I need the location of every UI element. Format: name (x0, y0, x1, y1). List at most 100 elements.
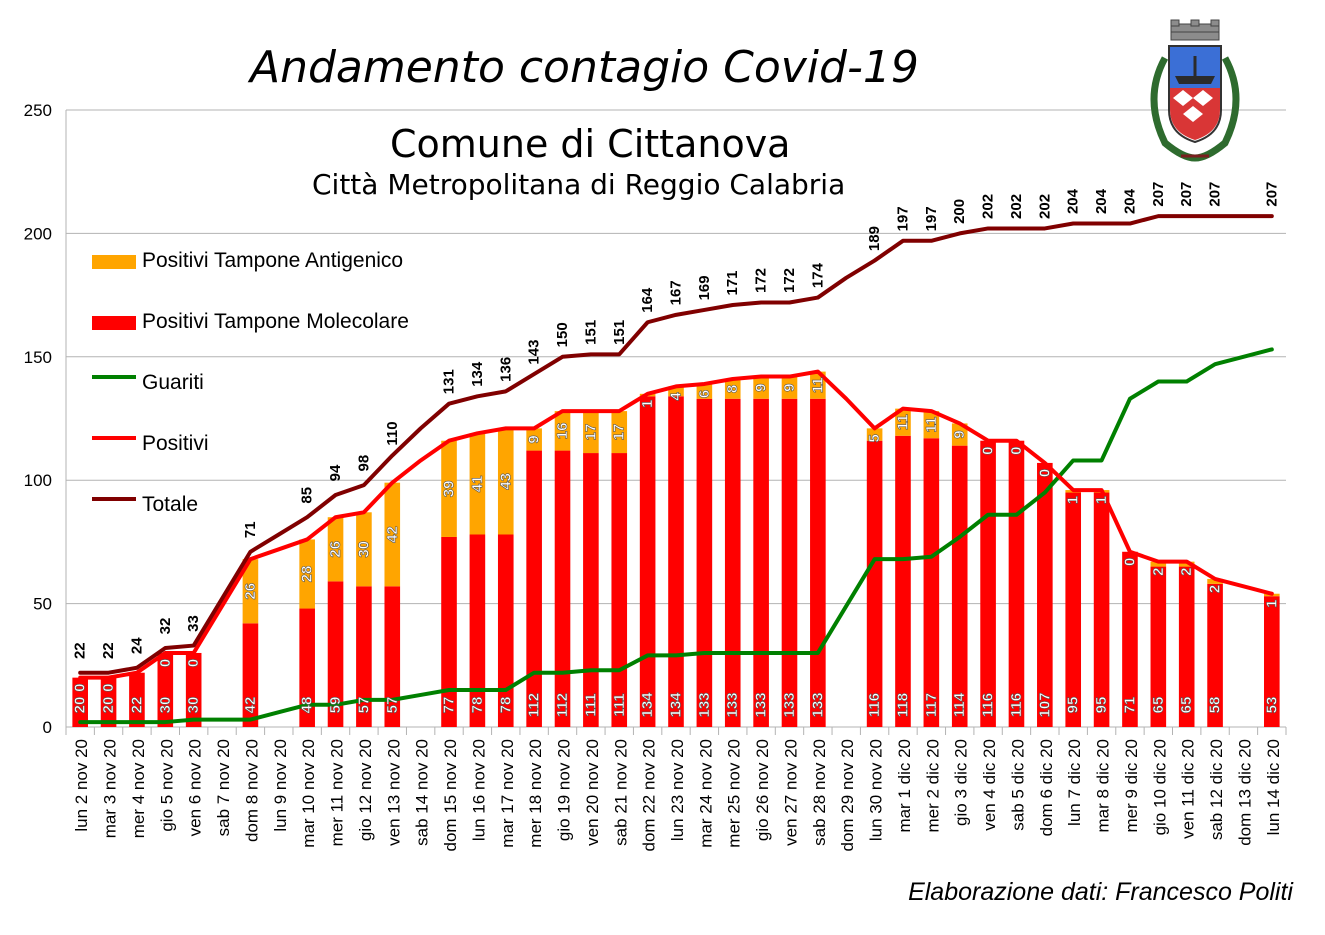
bar-antigenico (356, 512, 372, 587)
bar-antigenico (526, 428, 542, 451)
bar-molecolare (441, 536, 457, 727)
bar-label-antigenico: 6 (696, 390, 713, 398)
bar-label-molecolare: 20 (100, 697, 117, 714)
line-label-totale: 131 (441, 369, 458, 394)
bar-label-molecolare: 133 (753, 692, 770, 717)
line-label-totale: 151 (611, 320, 628, 345)
bar-molecolare (185, 652, 202, 727)
x-tick-label: mer 9 dic 20 (1122, 739, 1141, 833)
bar-label-molecolare: 77 (441, 697, 458, 714)
bar-label-molecolare: 116 (866, 693, 883, 717)
bar-antigenico (583, 411, 599, 454)
x-tick-label: sab 5 dic 20 (1008, 739, 1027, 831)
bar-molecolare (526, 450, 542, 727)
x-tick-label: lun 30 nov 20 (867, 739, 886, 841)
x-tick-label: ven 11 dic 20 (1179, 739, 1198, 839)
x-tick-label: dom 15 nov 20 (441, 739, 460, 851)
x-tick-label: sab 12 dic 20 (1207, 739, 1226, 840)
legend-label: Positivi (142, 432, 209, 455)
bar-molecolare (384, 586, 401, 727)
bar-label-antigenico: 11 (923, 417, 940, 433)
bar-antigenico (469, 433, 486, 535)
bar-label-molecolare: 133 (696, 692, 713, 717)
x-tick-label: mar 1 dic 20 (895, 739, 914, 833)
line-label-totale: 151 (582, 320, 599, 345)
x-tick-label: ven 27 nov 20 (781, 739, 800, 846)
line-label-totale: 202 (1008, 194, 1025, 219)
line-label-totale: 197 (894, 206, 911, 231)
line-label-totale: 174 (809, 262, 826, 288)
bar-molecolare (1178, 566, 1195, 727)
bar-molecolare (1037, 462, 1053, 727)
x-tick-label: mer 2 dic 20 (923, 739, 942, 833)
bar-label-antigenico: 1 (639, 400, 656, 408)
line-label-totale: 150 (554, 322, 571, 347)
municipal-crest-icon (1150, 19, 1240, 162)
bar-molecolare (469, 534, 486, 727)
bar-label-molecolare: 112 (526, 693, 543, 717)
bar-molecolare (753, 398, 769, 727)
line-label-totale: 33 (185, 615, 202, 632)
x-tick-label: mar 8 dic 20 (1094, 739, 1113, 833)
bar-molecolare (1065, 492, 1082, 727)
line-label-totale: 204 (1093, 188, 1110, 214)
x-tick-label: dom 29 nov 20 (838, 739, 857, 851)
x-tick-label: lun 14 dic 20 (1264, 739, 1283, 835)
bar-antigenico (866, 428, 883, 441)
legend-swatch-guariti (92, 375, 136, 379)
legend-item-molecolare: Positivi Tampone Molecolare (92, 309, 409, 370)
bar-molecolare (554, 450, 571, 727)
bar-molecolare (72, 677, 88, 727)
x-tick-label: gio 3 dic 20 (952, 739, 971, 826)
legend-item-antigenico: Positivi Tampone Antigenico (92, 248, 409, 309)
bar-label-antigenico: 0 (185, 659, 202, 667)
x-tick-label: ven 4 dic 20 (980, 739, 999, 831)
bar-label-antigenico: 11 (894, 414, 911, 430)
legend-label: Positivi Tampone Antigenico (142, 249, 404, 272)
x-tick-label: sab 7 nov 20 (214, 739, 233, 836)
bar-molecolare (497, 534, 514, 727)
bar-label-molecolare: 53 (1263, 697, 1280, 714)
line-label-totale: 202 (980, 194, 997, 219)
line-label-totale: 189 (866, 226, 883, 251)
bar-label-molecolare: 118 (894, 693, 911, 717)
bar-molecolare (157, 652, 174, 727)
chart-subtitle: Comune di Cittanova (390, 122, 791, 166)
bar-molecolare (356, 586, 372, 727)
bar-molecolare (1264, 596, 1280, 727)
bar-antigenico (242, 559, 259, 624)
bar-antigenico (327, 517, 344, 582)
bar-antigenico (696, 383, 713, 399)
bar-antigenico (611, 411, 628, 454)
line-label-totale: 167 (668, 280, 685, 305)
x-tick-label: mar 17 nov 20 (498, 739, 517, 848)
legend-item-guariti: Guariti (92, 370, 409, 431)
laurel-wreath-icon (1150, 56, 1240, 162)
bar-label-molecolare: 133 (781, 692, 798, 717)
bar-label-antigenico: 26 (327, 541, 344, 558)
legend-label: Positivi Tampone Molecolare (142, 310, 409, 333)
bar-molecolare (724, 398, 741, 727)
bar-antigenico (384, 482, 401, 587)
bar-antigenico (1150, 561, 1167, 567)
bar-label-molecolare: 95 (1065, 697, 1082, 714)
line-totale (78, 214, 1274, 675)
bar-label-molecolare: 48 (299, 697, 316, 714)
x-tick-label: gio 5 nov 20 (157, 739, 176, 832)
bar-label-antigenico: 39 (441, 480, 458, 497)
bar-label-molecolare: 65 (1150, 697, 1167, 714)
line-label-totale: 71 (242, 521, 259, 538)
bar-label-antigenico: 4 (668, 392, 685, 401)
bar-label-antigenico: 0 (1008, 447, 1025, 455)
bar-molecolare (327, 581, 344, 727)
bar-label-molecolare: 133 (809, 692, 826, 717)
bar-label-molecolare: 112 (554, 693, 571, 717)
bar-label-molecolare: 59 (327, 697, 344, 714)
bar-molecolare (1008, 440, 1025, 727)
bar-molecolare (1122, 551, 1138, 727)
bar-antigenico (895, 408, 911, 436)
x-tick-label: sab 28 nov 20 (810, 739, 829, 846)
bar-molecolare (299, 608, 315, 727)
bar-label-molecolare: 22 (128, 697, 145, 714)
bar-label-antigenico: 1 (1093, 496, 1110, 504)
